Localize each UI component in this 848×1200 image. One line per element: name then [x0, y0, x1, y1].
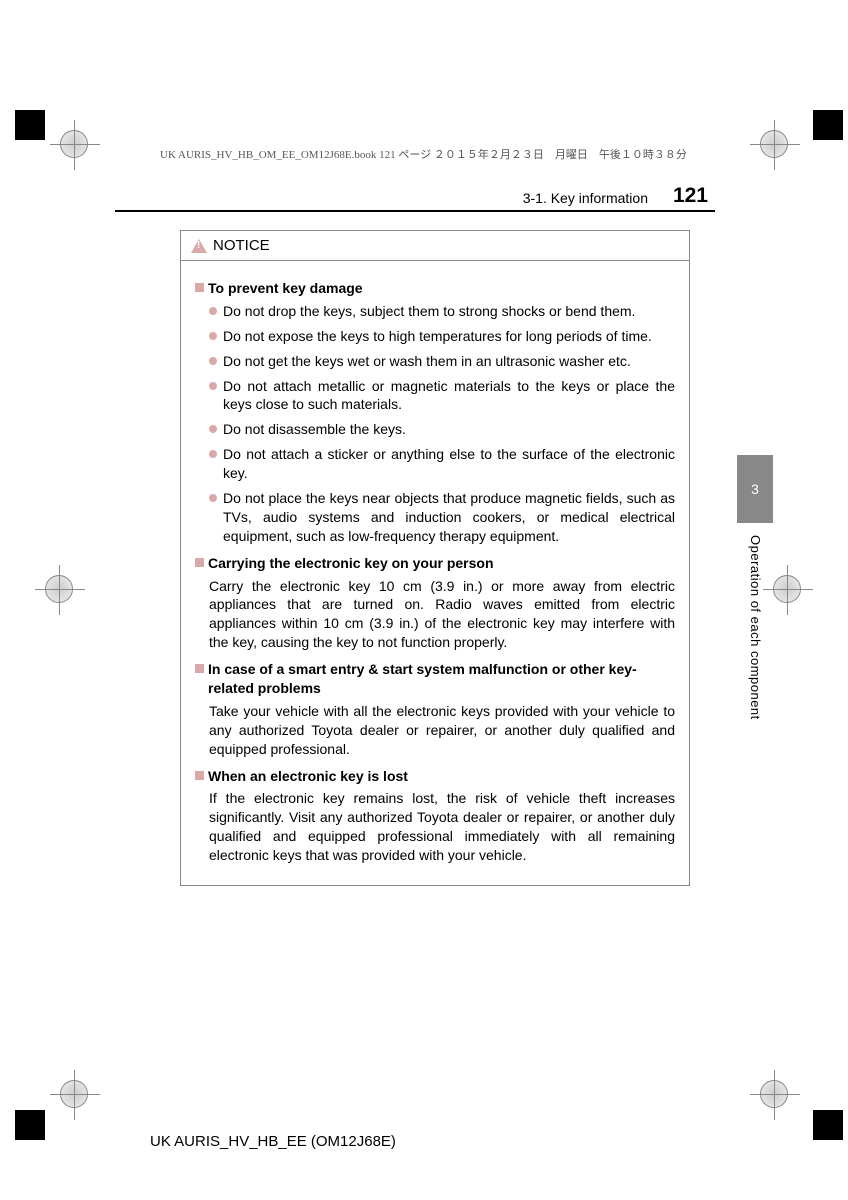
corner-mark-tr [813, 110, 843, 140]
corner-mark-br [813, 1110, 843, 1140]
list-item: Do not expose the keys to high temperatu… [209, 327, 675, 346]
section-heading: Carrying the electronic key on your pers… [195, 554, 675, 573]
body-text: Take your vehicle with all the electroni… [195, 702, 675, 759]
list-item: Do not get the keys wet or wash them in … [209, 352, 675, 371]
crop-mark [773, 575, 813, 615]
crop-mark [760, 1080, 800, 1120]
square-bullet-icon [195, 283, 204, 292]
notice-body: To prevent key damage Do not drop the ke… [181, 261, 689, 885]
chapter-tab: 3 [737, 455, 773, 523]
section-label: 3-1. Key information [523, 190, 648, 206]
header-rule [115, 210, 715, 212]
section-heading: To prevent key damage [195, 279, 675, 298]
chapter-side-text: Operation of each component [748, 535, 763, 720]
notice-header: NOTICE [181, 231, 689, 261]
heading-text: In case of a smart entry & start system … [208, 660, 675, 698]
body-text: If the electronic key remains lost, the … [195, 789, 675, 865]
crop-mark [760, 130, 800, 170]
square-bullet-icon [195, 558, 204, 567]
body-text: Carry the electronic key 10 cm (3.9 in.)… [195, 577, 675, 653]
corner-mark-bl [15, 1110, 45, 1140]
crop-mark [45, 575, 85, 615]
list-item: Do not place the keys near objects that … [209, 489, 675, 546]
notice-box: NOTICE To prevent key damage Do not drop… [180, 230, 690, 886]
notice-title: NOTICE [213, 237, 270, 254]
heading-text: To prevent key damage [208, 279, 363, 298]
section-heading: In case of a smart entry & start system … [195, 660, 675, 698]
square-bullet-icon [195, 771, 204, 780]
chapter-tab-number: 3 [751, 481, 759, 497]
heading-text: Carrying the electronic key on your pers… [208, 554, 494, 573]
list-item: Do not drop the keys, subject them to st… [209, 302, 675, 321]
square-bullet-icon [195, 664, 204, 673]
header-meta-text: UK AURIS_HV_HB_OM_EE_OM12J68E.book 121 ペ… [160, 146, 687, 162]
footer-text: UK AURIS_HV_HB_EE (OM12J68E) [150, 1133, 396, 1150]
crop-mark [60, 1080, 100, 1120]
bullet-list: Do not drop the keys, subject them to st… [195, 302, 675, 546]
list-item: Do not attach metallic or magnetic mater… [209, 377, 675, 415]
heading-text: When an electronic key is lost [208, 767, 408, 786]
list-item: Do not disassemble the keys. [209, 420, 675, 439]
list-item: Do not attach a sticker or anything else… [209, 445, 675, 483]
section-heading: When an electronic key is lost [195, 767, 675, 786]
page-number: 121 [673, 184, 708, 208]
warning-icon [191, 239, 207, 253]
crop-mark [60, 130, 100, 170]
corner-mark-tl [15, 110, 45, 140]
